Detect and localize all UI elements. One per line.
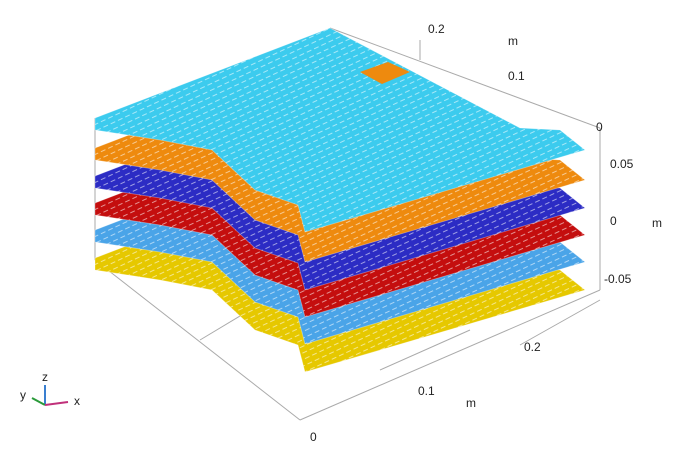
tick-label: 0.1 bbox=[508, 69, 525, 83]
triad-label: x bbox=[74, 394, 80, 408]
z-axis-labels: 0.05 0 -0.05 m bbox=[604, 157, 662, 286]
axis-unit: m bbox=[466, 396, 476, 410]
tick-label: 0.1 bbox=[418, 384, 435, 398]
tick-label: 0.2 bbox=[428, 22, 445, 36]
tick-label: -0.05 bbox=[604, 272, 632, 286]
triad-label: z bbox=[42, 370, 48, 384]
axis-unit: m bbox=[508, 34, 518, 48]
tick-label: 0.05 bbox=[610, 157, 634, 171]
y-axis-labels: 0.2 0.1 0 m bbox=[428, 22, 603, 134]
triad-label: y bbox=[20, 388, 26, 402]
layers bbox=[94, 27, 586, 373]
tick-label: 0.2 bbox=[524, 340, 541, 354]
tick-label: 0 bbox=[610, 214, 617, 228]
triad: z y x bbox=[20, 370, 80, 408]
x-axis-labels: 0.2 0.1 0 m bbox=[310, 340, 541, 444]
axis-unit: m bbox=[652, 216, 662, 230]
tick-label: 0 bbox=[596, 120, 603, 134]
tab-orange bbox=[360, 62, 410, 84]
tick-label: 0 bbox=[310, 430, 317, 444]
axes-box bbox=[94, 27, 601, 421]
